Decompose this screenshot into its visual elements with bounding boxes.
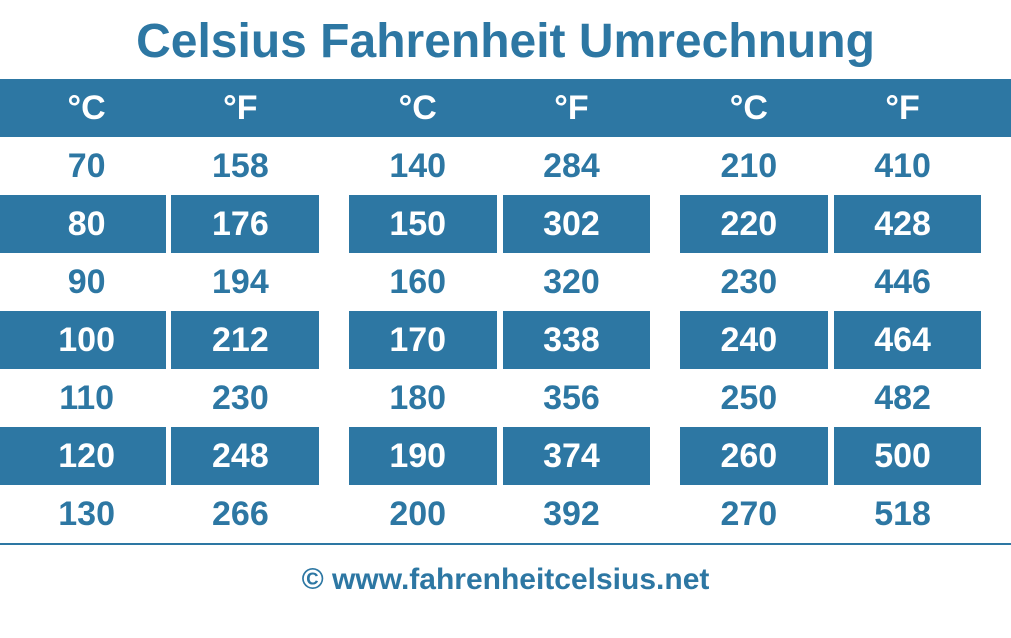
column-gap (0, 79, 18, 137)
table-row: 100212 170338 240464 (0, 311, 1011, 369)
table-row: 90194 160320 230446 (0, 253, 1011, 311)
column-gap (0, 195, 18, 253)
column-gap (650, 137, 680, 195)
cell-fahrenheit: 284 (503, 137, 651, 195)
column-gap (319, 195, 349, 253)
cell-celsius: 100 (18, 311, 166, 369)
table-row: 120248 190374 260500 (0, 427, 1011, 485)
cell-fahrenheit: 248 (171, 427, 319, 485)
cell-fahrenheit: 320 (503, 253, 651, 311)
cell-fahrenheit: 302 (503, 195, 651, 253)
column-gap (650, 369, 680, 427)
cell-celsius: 120 (18, 427, 166, 485)
cell-celsius: 210 (680, 137, 828, 195)
column-gap (0, 253, 18, 311)
cell-fahrenheit: 266 (171, 485, 319, 543)
footer-credit: © www.fahrenheitcelsius.net (0, 545, 1011, 597)
cell-celsius: 90 (18, 253, 166, 311)
table-row: 110230 180356 250482 (0, 369, 1011, 427)
column-gap (319, 137, 349, 195)
cell-fahrenheit: 176 (171, 195, 319, 253)
column-gap (981, 427, 1011, 485)
cell-celsius: 260 (680, 427, 828, 485)
cell-fahrenheit: 428 (834, 195, 982, 253)
cell-celsius: 110 (18, 369, 166, 427)
column-gap (0, 427, 18, 485)
cell-celsius: 140 (349, 137, 497, 195)
cell-fahrenheit: 356 (503, 369, 651, 427)
cell-celsius: 250 (680, 369, 828, 427)
cell-fahrenheit: 212 (171, 311, 319, 369)
column-gap (0, 485, 18, 543)
column-gap (319, 311, 349, 369)
cell-fahrenheit: 482 (834, 369, 982, 427)
cell-celsius: 170 (349, 311, 497, 369)
cell-fahrenheit: 158 (171, 137, 319, 195)
header-celsius: °C (680, 79, 828, 137)
header-fahrenheit: °F (503, 79, 651, 137)
column-gap (981, 137, 1011, 195)
cell-celsius: 270 (680, 485, 828, 543)
table-row: 80176 150302 220428 (0, 195, 1011, 253)
column-gap (650, 79, 680, 137)
cell-celsius: 230 (680, 253, 828, 311)
column-gap (319, 485, 349, 543)
column-gap (981, 369, 1011, 427)
header-celsius: °C (349, 79, 497, 137)
column-gap (0, 369, 18, 427)
column-gap (319, 369, 349, 427)
page-title: Celsius Fahrenheit Umrechnung (0, 0, 1011, 79)
cell-fahrenheit: 518 (834, 485, 982, 543)
header-fahrenheit: °F (834, 79, 982, 137)
cell-celsius: 150 (349, 195, 497, 253)
column-gap (650, 427, 680, 485)
conversion-table: °C°F°C°F°C°F7015814028421041080176150302… (0, 79, 1011, 543)
cell-fahrenheit: 374 (503, 427, 651, 485)
column-gap (981, 79, 1011, 137)
cell-fahrenheit: 194 (171, 253, 319, 311)
column-gap (650, 195, 680, 253)
cell-celsius: 70 (18, 137, 166, 195)
cell-fahrenheit: 230 (171, 369, 319, 427)
column-gap (981, 195, 1011, 253)
column-gap (319, 253, 349, 311)
column-gap (319, 427, 349, 485)
column-gap (319, 79, 349, 137)
table-row: 70158 140284 210410 (0, 137, 1011, 195)
cell-fahrenheit: 410 (834, 137, 982, 195)
table-header-row: °C°F°C°F°C°F (0, 79, 1011, 137)
cell-celsius: 190 (349, 427, 497, 485)
header-fahrenheit: °F (171, 79, 319, 137)
column-gap (981, 485, 1011, 543)
cell-fahrenheit: 392 (503, 485, 651, 543)
header-celsius: °C (18, 79, 166, 137)
cell-celsius: 200 (349, 485, 497, 543)
cell-celsius: 220 (680, 195, 828, 253)
column-gap (981, 253, 1011, 311)
cell-fahrenheit: 338 (503, 311, 651, 369)
cell-celsius: 130 (18, 485, 166, 543)
column-gap (0, 311, 18, 369)
cell-fahrenheit: 500 (834, 427, 982, 485)
column-gap (650, 311, 680, 369)
cell-celsius: 180 (349, 369, 497, 427)
column-gap (0, 137, 18, 195)
column-gap (981, 311, 1011, 369)
column-gap (650, 485, 680, 543)
cell-fahrenheit: 464 (834, 311, 982, 369)
cell-celsius: 160 (349, 253, 497, 311)
cell-fahrenheit: 446 (834, 253, 982, 311)
column-gap (650, 253, 680, 311)
cell-celsius: 240 (680, 311, 828, 369)
table-row: 130266 200392 270518 (0, 485, 1011, 543)
cell-celsius: 80 (18, 195, 166, 253)
